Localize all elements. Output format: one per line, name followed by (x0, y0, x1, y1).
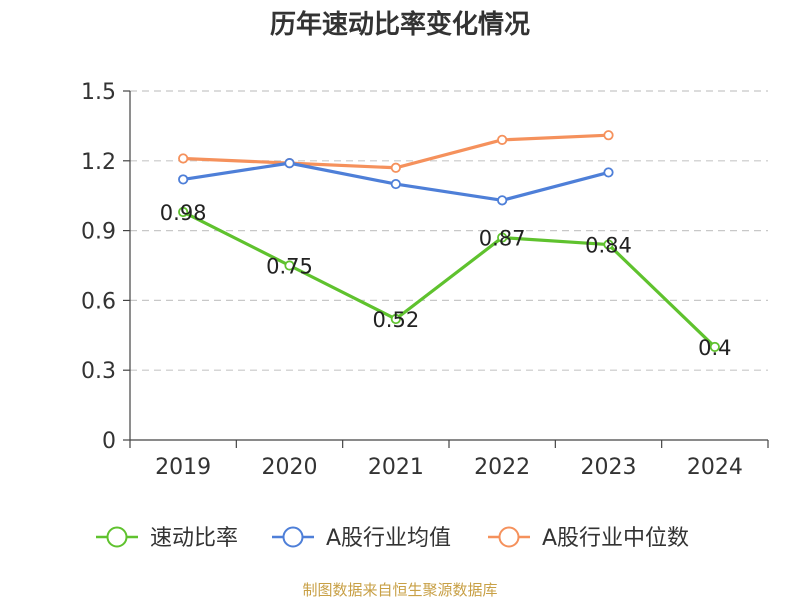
data-point (390, 162, 401, 173)
data-labels: 0.98 0.75 0.52 0.87 0.84 0.4 (160, 201, 732, 360)
data-point (178, 174, 189, 185)
data-point (603, 167, 614, 178)
x-tick-label: 2023 (581, 455, 637, 480)
data-point (497, 195, 508, 206)
legend-marker (106, 526, 128, 548)
x-tick-label: 2022 (474, 455, 530, 480)
data-label: 0.75 (266, 255, 313, 279)
legend-label: 速动比率 (150, 526, 238, 551)
legend-item[interactable]: 速动比率 (96, 526, 238, 551)
y-tick-label: 1.2 (81, 150, 116, 175)
data-point (178, 206, 189, 218)
y-tick-label: 0.3 (81, 359, 116, 384)
legend-item[interactable]: A股行业均值 (272, 526, 451, 551)
x-tick-label: 2021 (368, 455, 424, 480)
axes: 0 0.3 0.6 0.9 1.2 1.5 2019 2020 2021 2022 2023 2024 (81, 80, 769, 480)
data-point (390, 178, 401, 190)
legend-label: A股行业均值 (326, 526, 451, 551)
series-lines (178, 130, 720, 353)
data-point (178, 153, 189, 164)
chart-title: 历年速动比率变化情况 (270, 9, 530, 40)
y-tick-label: 0.9 (81, 220, 116, 245)
data-point (603, 130, 614, 141)
grid-lines (130, 90, 768, 371)
data-point (603, 239, 614, 250)
y-tick-label: 0.6 (81, 289, 116, 314)
legend-item[interactable]: A股行业中位数 (488, 526, 689, 551)
data-point (390, 313, 401, 325)
data-point (497, 232, 508, 243)
x-tick-label: 2019 (155, 455, 211, 480)
legend[interactable]: 速动比率 A股行业均值 A股行业中位数 (96, 526, 689, 551)
data-label: 0.84 (585, 234, 632, 258)
data-label: 0.87 (479, 227, 526, 251)
legend-marker (282, 526, 304, 548)
data-label: 0.98 (160, 201, 207, 225)
y-tick-label: 0 (102, 429, 116, 454)
series-line-0 (181, 210, 717, 349)
legend-marker (498, 526, 520, 548)
source-note: 制图数据来自恒生聚源数据库 (302, 581, 497, 599)
data-point (284, 158, 295, 169)
data-point (284, 260, 295, 271)
data-point (497, 134, 508, 145)
y-tick-label: 1.5 (81, 80, 116, 105)
data-point (709, 341, 720, 353)
data-label: 0.52 (372, 308, 419, 332)
x-tick-label: 2024 (687, 455, 743, 480)
data-label: 0.4 (698, 336, 731, 360)
legend-label: A股行业中位数 (542, 526, 689, 551)
x-tick-label: 2020 (262, 455, 318, 480)
